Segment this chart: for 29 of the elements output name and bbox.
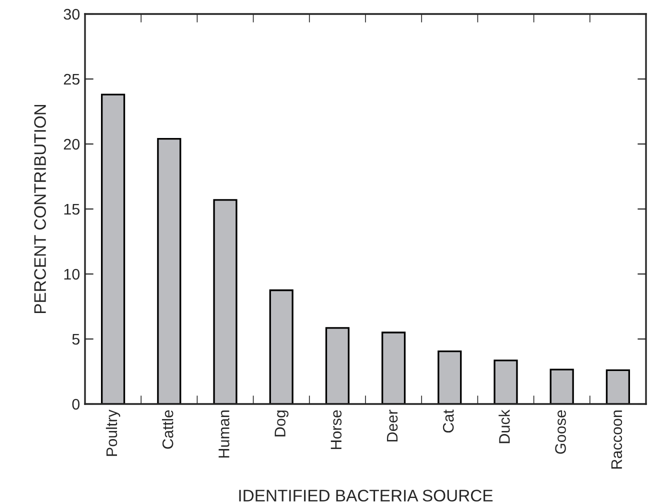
bar: [100, 94, 126, 404]
y-tick-label: 5: [72, 334, 80, 345]
x-tick-label: Dog: [274, 410, 288, 436]
bar: [325, 327, 350, 404]
y-tick-label: 30: [64, 8, 80, 20]
bar: [438, 350, 462, 404]
y-tick-label: 10: [64, 268, 80, 280]
bar: [494, 360, 518, 404]
x-tick-label: Human: [218, 410, 230, 458]
bar: [381, 332, 406, 404]
bar: [157, 138, 182, 404]
x-axis-title: IDENTIFIED BACTERIA SOURCE: [239, 490, 493, 502]
bar: [606, 369, 630, 404]
bar: [269, 289, 294, 404]
x-tick-label: Raccoon: [611, 410, 622, 469]
x-tick-label: Goose: [555, 410, 566, 454]
y-tick-label: 0: [72, 398, 80, 410]
y-tick-label: 25: [64, 74, 80, 85]
x-tick-label: Cattle: [162, 410, 174, 449]
x-tick-label: Deer: [386, 410, 398, 442]
bar: [213, 199, 238, 404]
x-tick-label: Poultry: [106, 410, 120, 456]
y-tick-label: 20: [64, 138, 80, 150]
x-tick-label: Cat: [442, 410, 454, 433]
y-tick-label: 15: [64, 204, 80, 215]
bar: [550, 368, 574, 404]
x-tick-label: Duck: [498, 410, 510, 444]
x-tick-label: Horse: [330, 410, 342, 450]
y-axis-title: PERCENT CONTRIBUTION: [34, 104, 46, 314]
